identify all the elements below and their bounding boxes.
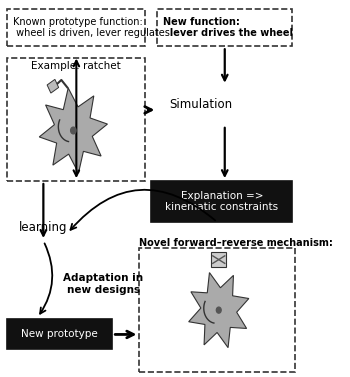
- Text: Explanation =>
kinematic constraints: Explanation => kinematic constraints: [165, 191, 278, 212]
- Circle shape: [216, 307, 221, 313]
- FancyBboxPatch shape: [139, 248, 295, 372]
- Text: Known prototype function:
 wheel is driven, lever regulates: Known prototype function: wheel is drive…: [13, 17, 170, 38]
- Text: New function:
  lever drives the wheel: New function: lever drives the wheel: [163, 17, 293, 38]
- Text: learning: learning: [19, 221, 68, 234]
- Text: Novel forward–reverse mechanism:: Novel forward–reverse mechanism:: [139, 238, 333, 248]
- FancyBboxPatch shape: [157, 9, 292, 46]
- Circle shape: [71, 127, 76, 134]
- Text: Adaptation in
new designs: Adaptation in new designs: [63, 273, 144, 295]
- Polygon shape: [189, 273, 249, 348]
- Text: Example: ratchet: Example: ratchet: [32, 61, 121, 71]
- Bar: [47, 79, 59, 93]
- Bar: [211, 252, 226, 267]
- Text: New prototype: New prototype: [21, 329, 98, 339]
- FancyBboxPatch shape: [7, 9, 145, 46]
- FancyBboxPatch shape: [7, 319, 112, 349]
- FancyBboxPatch shape: [151, 181, 292, 222]
- FancyBboxPatch shape: [7, 58, 145, 181]
- Text: Simulation: Simulation: [169, 98, 232, 111]
- Polygon shape: [39, 88, 107, 173]
